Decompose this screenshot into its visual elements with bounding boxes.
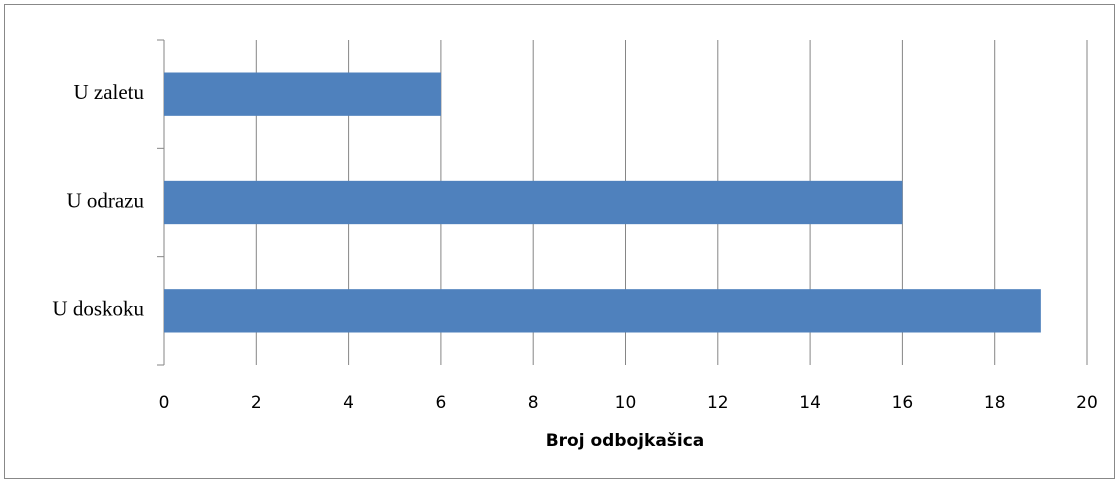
x-tick-label: 18	[984, 393, 1006, 413]
y-tick-label: U doskoku	[52, 297, 144, 321]
x-tick-label: 8	[528, 393, 539, 413]
bar	[164, 289, 1041, 333]
bar	[164, 72, 441, 116]
x-tick-label: 6	[435, 393, 446, 413]
x-axis-label: Broj odbojkašica	[546, 431, 705, 451]
x-tick-label: 0	[159, 393, 170, 413]
x-tick-label: 10	[615, 393, 637, 413]
x-tick-label: 12	[707, 393, 729, 413]
x-tick-label: 14	[799, 393, 821, 413]
x-tick-label: 2	[251, 393, 262, 413]
y-tick-label: U odrazu	[66, 188, 144, 212]
x-tick-label: 16	[892, 393, 914, 413]
x-tick-label: 20	[1076, 393, 1098, 413]
bar	[164, 180, 903, 225]
x-tick-label: 4	[343, 393, 354, 413]
y-tick-label: U zaletu	[73, 80, 144, 104]
